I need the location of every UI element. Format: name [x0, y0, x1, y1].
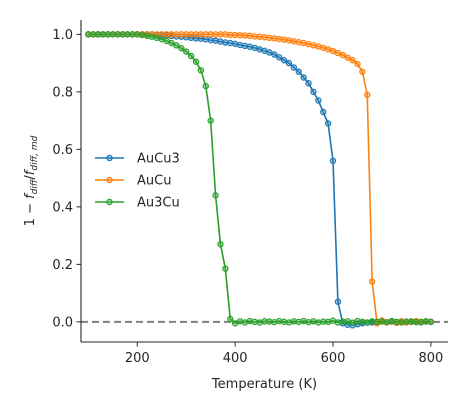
y-tick-label: 0.6 [52, 143, 73, 158]
data-point-aucu3 [315, 97, 322, 104]
data-point-aucu3 [329, 157, 337, 165]
y-tick-label: 0.8 [52, 85, 73, 100]
y-axis-label-f2: f [23, 168, 38, 175]
legend-entry-aucu3: AuCu3 [95, 152, 180, 167]
y-axis-label-slash: / [23, 175, 38, 180]
y-axis-label-f1: f [23, 192, 38, 199]
data-point-aucu [339, 51, 346, 59]
x-tick-label: 200 [125, 351, 150, 366]
data-point-aucu3 [271, 51, 278, 58]
legend-entry-au3cu: Au3Cu [95, 196, 180, 211]
data-point-au3cu [168, 39, 175, 47]
legend-swatch-marker [106, 154, 113, 162]
series-au3cu [85, 31, 435, 327]
x-tick-label: 600 [321, 351, 346, 366]
data-point-aucu3 [285, 59, 293, 67]
legend-label: Au3Cu [137, 196, 180, 211]
axes-layer [80, 20, 448, 343]
data-point-au3cu [183, 48, 190, 55]
legend-swatch-marker [106, 198, 113, 206]
data-point-aucu [344, 54, 351, 61]
data-point-aucu [354, 60, 361, 68]
data-point-aucu3 [280, 57, 288, 64]
y-axis-label: 1 − fdiff/fdiff, md [23, 135, 40, 226]
legend: AuCu3 AuCu Au3Cu [95, 152, 180, 211]
legend-entry-aucu: AuCu [95, 174, 171, 189]
legend-label: AuCu3 [137, 152, 180, 167]
data-point-au3cu [187, 52, 195, 60]
data-point-aucu3 [295, 68, 302, 75]
data-point-aucu [368, 278, 376, 285]
data-point-aucu3 [305, 80, 312, 87]
data-point-aucu3 [290, 64, 298, 71]
data-point-au3cu [178, 44, 185, 52]
y-axis-label-prefix: 1 − [23, 199, 38, 226]
y-tick-label: 0.0 [52, 315, 73, 330]
x-tick-label: 800 [418, 351, 443, 366]
data-point-au3cu [227, 315, 234, 323]
data-point-au3cu [217, 241, 224, 248]
ticks-layer: 200 400 600 800 0.0 0.2 0.4 0.6 0.8 1.0 [52, 28, 443, 366]
y-axis-label-sub2: diff, md [30, 135, 40, 170]
data-point-au3cu [197, 67, 205, 74]
data-point-au3cu [173, 42, 180, 49]
y-tick-label: 0.2 [52, 258, 73, 273]
data-point-aucu [349, 57, 356, 64]
data-point-au3cu [212, 192, 219, 199]
data-point-aucu3 [320, 108, 327, 116]
data-point-aucu3 [275, 54, 283, 61]
y-axis-label-sub1: diff [30, 178, 40, 194]
data-point-au3cu [427, 318, 435, 326]
data-point-au3cu [207, 117, 214, 124]
series-layer [85, 31, 435, 329]
data-point-au3cu [222, 265, 229, 272]
data-point-aucu3 [324, 120, 332, 127]
data-point-aucu [364, 91, 371, 98]
legend-label: AuCu [137, 174, 171, 189]
data-point-au3cu [192, 58, 200, 65]
data-point-au3cu [202, 82, 209, 90]
y-tick-label: 1.0 [52, 28, 73, 43]
data-point-aucu [359, 68, 366, 75]
series-line-au3cu [88, 33, 431, 325]
legend-swatch-marker [106, 176, 113, 184]
y-tick-label: 0.4 [52, 200, 73, 215]
data-point-aucu3 [310, 88, 317, 96]
x-tick-label: 400 [223, 351, 248, 366]
data-point-aucu3 [334, 298, 342, 305]
data-point-aucu3 [300, 74, 307, 81]
x-axis-label: Temperature (K) [211, 377, 317, 392]
